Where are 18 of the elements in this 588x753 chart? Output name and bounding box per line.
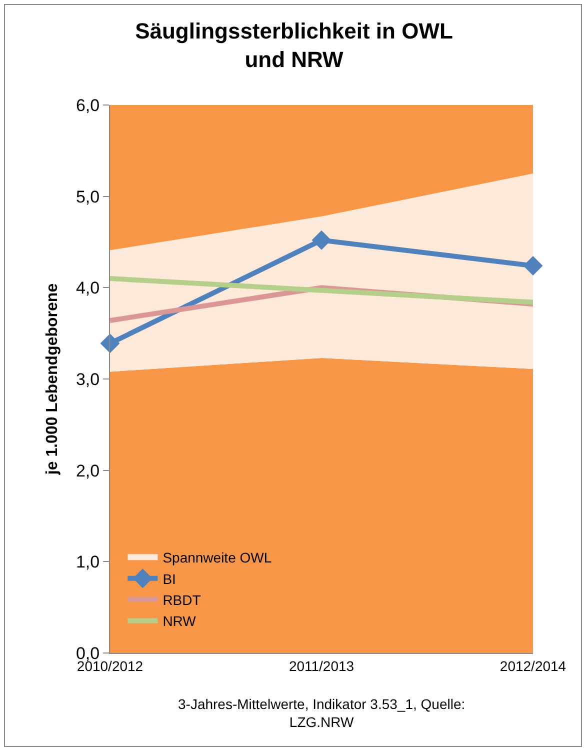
y-tick-label: 6,0	[76, 96, 100, 115]
text: 3-Jahres-Mittelwerte, Indikator 3.53_1, Quelle: LZG.NRW	[178, 696, 466, 730]
point	[100, 334, 120, 354]
legend-label: Spannweite OWL	[162, 550, 272, 566]
legend-label: BI	[162, 570, 176, 587]
y-axis-title: je 1.000 Lebendgeborene	[44, 283, 61, 476]
legend-label: NRW	[162, 613, 197, 630]
y-tick-label: 4,0	[76, 278, 100, 298]
x-tick-label: 2012/2014	[500, 658, 566, 674]
y-tick-label: 3,0	[76, 370, 100, 389]
point	[312, 230, 332, 250]
y-tick-label: 1,0	[76, 552, 100, 572]
point	[523, 256, 543, 276]
chart-title: Säuglingssterblichkeit in OWL und NRW	[135, 18, 453, 72]
y-tick-label: 2,0	[76, 461, 100, 480]
legend-label: RBDT	[162, 592, 202, 608]
x-tick-label: 2011/2013	[288, 658, 354, 674]
y-tick-label: 5,0	[76, 187, 100, 206]
